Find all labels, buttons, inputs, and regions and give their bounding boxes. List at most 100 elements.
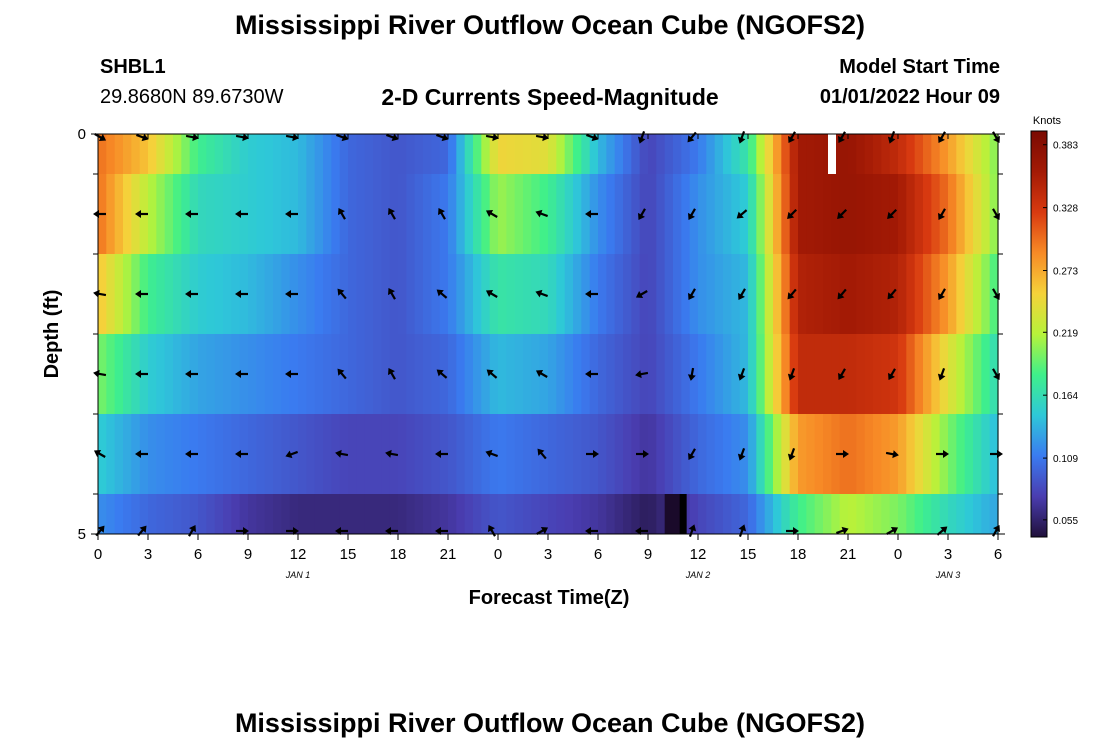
current-arrow-head	[635, 370, 642, 379]
heatmap-cell	[239, 134, 249, 175]
heatmap-cell	[614, 174, 624, 255]
heatmap-cell	[773, 334, 782, 415]
heatmap-cell	[506, 174, 516, 255]
heatmap-cell	[356, 334, 366, 415]
current-arrow	[435, 133, 449, 142]
heatmap-cell	[773, 414, 782, 495]
heatmap-cell	[398, 414, 407, 495]
heatmap-cell	[414, 334, 424, 415]
current-arrow	[335, 133, 349, 142]
heatmap-cell	[756, 174, 766, 255]
heatmap-cell	[881, 174, 891, 255]
heatmap-cell	[989, 134, 999, 175]
heatmap-cell	[589, 134, 599, 175]
heatmap-cell	[498, 334, 507, 415]
current-arrow	[687, 367, 696, 381]
heatmap-cell	[939, 334, 949, 415]
heatmap-cell	[981, 174, 991, 255]
heatmap-cell	[656, 494, 666, 535]
heatmap-cell	[931, 134, 941, 175]
current-arrow-head	[388, 367, 395, 376]
current-arrow-head	[737, 453, 746, 461]
heatmap-cell	[148, 254, 157, 335]
heatmap-cell	[798, 254, 807, 335]
heatmap-cell	[973, 334, 982, 415]
heatmap-cell	[789, 414, 799, 495]
heatmap-cell	[256, 134, 266, 175]
heatmap-cell	[614, 494, 624, 535]
heatmap-cell	[714, 414, 724, 495]
heatmap-cell	[473, 414, 482, 495]
heatmap-cell	[773, 134, 782, 175]
model-start-value: 01/01/2022 Hour 09	[819, 86, 1000, 108]
heatmap-cell	[248, 414, 257, 495]
y-axis-label: Depth (ft)	[41, 290, 63, 379]
current-arrow-head	[540, 527, 549, 534]
heatmap-cell	[123, 134, 132, 175]
current-arrow-head	[485, 290, 494, 297]
heatmap-cell	[364, 414, 374, 495]
chart-title: Mississippi River Outflow Ocean Cube (NG…	[234, 10, 866, 40]
station-id: SHBL1	[100, 56, 166, 78]
heatmap-cell	[481, 334, 491, 415]
heatmap-cell	[914, 174, 924, 255]
heatmap-cell	[448, 414, 457, 495]
current-arrow	[135, 370, 148, 378]
heatmap-cell	[198, 254, 207, 335]
current-arrow-head	[235, 290, 241, 298]
current-arrow-head	[887, 211, 895, 219]
heatmap-cell	[156, 494, 166, 535]
heatmap-cell	[831, 254, 841, 335]
current-arrow	[787, 288, 797, 300]
current-arrow-head	[488, 524, 495, 533]
heatmap-cell	[664, 134, 674, 175]
heatmap-cell	[739, 494, 749, 535]
heatmap-cell	[956, 254, 966, 335]
heatmap-cell	[748, 334, 757, 415]
heatmap-cell	[881, 494, 891, 535]
heatmap-cell	[139, 134, 149, 175]
heatmap-cell	[598, 414, 607, 495]
heatmap-cell	[806, 254, 816, 335]
heatmap-cell	[431, 254, 441, 335]
x-tick-label: 9	[644, 546, 652, 563]
heatmap-cell	[623, 334, 632, 415]
heatmap-cell	[814, 174, 824, 255]
heatmap-cell	[839, 254, 849, 335]
heatmap-cell	[573, 254, 582, 335]
x-axis: 0 3 6 9 12 15 18 21 0 3 6 9 12 15 18 21 0 3 6 JAN 1 JAN 2 JAN…	[94, 133, 1002, 580]
heatmap-cell	[498, 254, 507, 335]
current-arrow-head	[235, 450, 241, 458]
heatmap-cell	[364, 134, 374, 175]
heatmap-cell	[123, 494, 132, 535]
heatmap-cell	[939, 254, 949, 335]
colorbar: Knots 0.055 0.109 0.164 0.219 0.273 0.328 0.38…	[1030, 115, 1078, 538]
heatmap-cell	[856, 414, 866, 495]
heatmap-cell	[531, 174, 541, 255]
current-arrow-head	[737, 373, 746, 381]
heatmap-cell	[598, 134, 607, 175]
heatmap-cell	[564, 334, 574, 415]
heatmap-cell	[564, 254, 574, 335]
heatmap-cell	[748, 254, 757, 335]
current-arrow	[335, 449, 349, 458]
heatmap-cell	[831, 494, 841, 535]
current-arrow	[388, 207, 396, 220]
heatmap-cell	[731, 494, 741, 535]
current-arrow-head	[937, 373, 946, 381]
heatmap-cell	[189, 134, 199, 175]
heatmap-cell	[864, 414, 874, 495]
heatmap-cell	[664, 254, 674, 335]
current-arrow-head	[293, 527, 299, 535]
heatmap-cell	[198, 334, 207, 415]
heatmap-cell	[373, 254, 382, 335]
current-arrow-head	[787, 211, 795, 219]
heatmap-cell	[173, 334, 182, 415]
heatmap-cell	[423, 414, 432, 495]
current-arrow-head	[535, 370, 544, 377]
heatmap-cell	[856, 174, 866, 255]
heatmap-cell	[906, 134, 916, 175]
heatmap-cell	[706, 494, 716, 535]
heatmap-cell	[548, 254, 557, 335]
heatmap-cell	[623, 134, 632, 175]
